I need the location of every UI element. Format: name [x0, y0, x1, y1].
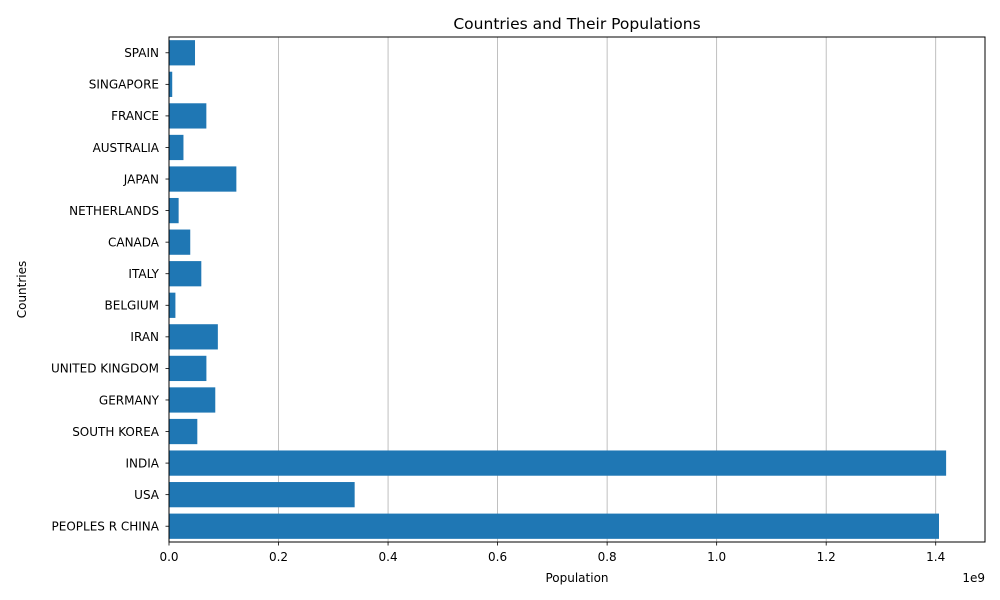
x-axis-ticks: 0.0 0.2 0.4 0.6 0.8 1.0 1.2 1.4 [159, 542, 945, 564]
x-tick-label: 0.4 [379, 550, 398, 564]
bar-peoples-r-china [169, 513, 939, 539]
y-tick-label: GERMANY [99, 393, 160, 407]
bar-australia [169, 134, 184, 161]
x-tick-label: 0.8 [598, 550, 617, 564]
bar-belgium [169, 292, 176, 318]
x-tick-label: 1.4 [926, 550, 945, 564]
y-tick-label: JAPAN [123, 172, 159, 186]
bars [169, 40, 947, 539]
bar-singapore [169, 71, 173, 97]
y-tick-label: IRAN [130, 330, 159, 344]
x-axis-offset-label: 1e9 [962, 571, 985, 585]
y-axis-ticks: PEOPLES R CHINA USA INDIA SOUTH KOREA GERMAN… [51, 46, 169, 534]
x-tick-label: 1.2 [817, 550, 836, 564]
bar-italy [169, 261, 202, 287]
bar-usa [169, 482, 355, 508]
y-tick-label: SOUTH KOREA [72, 425, 160, 439]
bar-japan [169, 166, 237, 192]
x-tick-label: 0.6 [488, 550, 507, 564]
y-axis-label: Countries [15, 261, 29, 319]
x-tick-label: 0.0 [159, 550, 178, 564]
y-tick-label: FRANCE [111, 109, 159, 123]
y-tick-label: SPAIN [124, 46, 159, 60]
bar-netherlands [169, 197, 179, 224]
y-tick-label: BELGIUM [105, 299, 159, 313]
y-tick-label: USA [134, 488, 160, 502]
bar-germany [169, 387, 216, 413]
grid-lines [278, 37, 937, 542]
y-tick-label: INDIA [125, 456, 159, 470]
plot-frame [168, 36, 986, 543]
bar-united-kingdom [169, 355, 207, 382]
chart-title: Countries and Their Populations [453, 15, 700, 33]
bar-france [169, 103, 207, 129]
y-tick-label: ITALY [128, 267, 159, 281]
y-tick-label: UNITED KINGDOM [51, 362, 159, 376]
bar-south-korea [169, 418, 198, 445]
bar-canada [169, 229, 191, 255]
y-tick-label: CANADA [108, 235, 160, 249]
bar-india [169, 450, 947, 476]
bar-iran [169, 324, 218, 350]
bar-spain [169, 40, 196, 66]
y-tick-label: NETHERLANDS [69, 204, 159, 218]
y-tick-label: AUSTRALIA [93, 141, 160, 155]
y-tick-label: SINGAPORE [89, 78, 159, 92]
y-tick-label: PEOPLES R CHINA [52, 520, 160, 534]
x-axis-label: Population [545, 571, 608, 585]
x-tick-label: 1.0 [707, 550, 726, 564]
x-tick-label: 0.2 [269, 550, 288, 564]
